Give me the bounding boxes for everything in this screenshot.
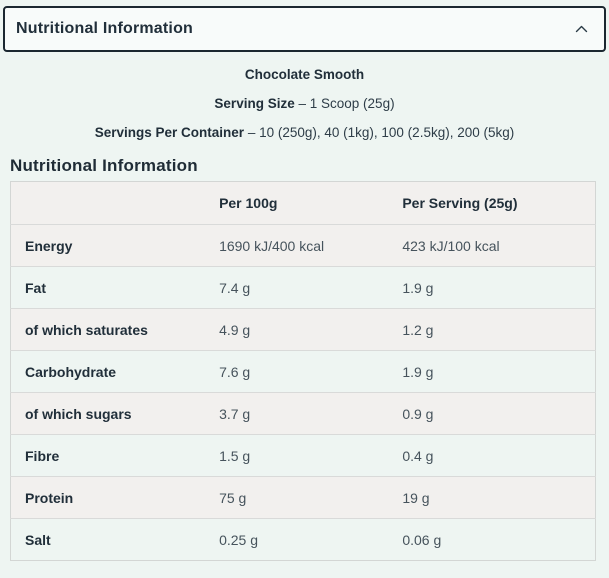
column-header-per-serving: Per Serving (25g) xyxy=(388,181,596,225)
row-label: Salt xyxy=(10,518,206,561)
table-row-sugars: of which sugars 3.7 g 0.9 g xyxy=(10,392,596,435)
servings-per-container-line: Servings Per Container – 10 (250g), 40 (… xyxy=(0,125,609,140)
table-row-salt: Salt 0.25 g 0.06 g xyxy=(10,518,596,561)
row-label: Protein xyxy=(10,476,206,519)
row-per-100g: 3.7 g xyxy=(205,392,389,435)
row-per-serving: 1.9 g xyxy=(388,266,596,309)
servings-per-container-separator: – xyxy=(247,125,256,140)
section-title: Nutritional Information xyxy=(10,156,198,175)
row-per-100g: 75 g xyxy=(205,476,389,519)
row-per-100g: 7.6 g xyxy=(205,350,389,393)
chevron-up-icon xyxy=(575,25,588,33)
table-row-energy: Energy 1690 kJ/400 kcal 423 kJ/100 kcal xyxy=(10,224,596,267)
column-header-empty xyxy=(10,181,206,225)
servings-per-container-label: Servings Per Container xyxy=(94,125,245,140)
serving-size-line: Serving Size – 1 Scoop (25g) xyxy=(0,96,609,111)
row-per-100g: 7.4 g xyxy=(205,266,389,309)
row-label: Carbohydrate xyxy=(10,350,206,393)
row-per-serving: 0.4 g xyxy=(388,434,596,477)
row-label: Energy xyxy=(10,224,206,267)
accordion-title: Nutritional Information xyxy=(16,20,194,37)
servings-per-container-value: 10 (250g), 40 (1kg), 100 (2.5kg), 200 (5… xyxy=(259,125,515,140)
row-label: Fat xyxy=(10,266,206,309)
nutrition-table: Per 100g Per Serving (25g) Energy 1690 k… xyxy=(10,181,596,561)
flavour-name: Chocolate Smooth xyxy=(244,67,365,82)
row-per-serving: 423 kJ/100 kcal xyxy=(388,224,596,267)
column-header-per-100g: Per 100g xyxy=(205,181,389,225)
table-row-fat: Fat 7.4 g 1.9 g xyxy=(10,266,596,309)
table-row-protein: Protein 75 g 19 g xyxy=(10,476,596,519)
row-label: of which saturates xyxy=(10,308,206,351)
row-per-serving: 0.06 g xyxy=(388,518,596,561)
nutrition-panel: Nutritional Information Chocolate Smooth… xyxy=(0,6,609,561)
serving-size-separator: – xyxy=(298,96,306,111)
row-label: Fibre xyxy=(10,434,206,477)
row-per-100g: 1690 kJ/400 kcal xyxy=(205,224,389,267)
row-per-serving: 1.9 g xyxy=(388,350,596,393)
accordion-header-nutritional-information[interactable]: Nutritional Information xyxy=(3,6,606,52)
row-per-100g: 1.5 g xyxy=(205,434,389,477)
row-per-100g: 4.9 g xyxy=(205,308,389,351)
row-per-serving: 0.9 g xyxy=(388,392,596,435)
row-per-serving: 19 g xyxy=(388,476,596,519)
row-label: of which sugars xyxy=(10,392,206,435)
table-row-carbohydrate: Carbohydrate 7.6 g 1.9 g xyxy=(10,350,596,393)
row-per-100g: 0.25 g xyxy=(205,518,389,561)
serving-size-label: Serving Size xyxy=(214,96,295,111)
serving-size-value: 1 Scoop (25g) xyxy=(309,96,395,111)
table-row-fibre: Fibre 1.5 g 0.4 g xyxy=(10,434,596,477)
table-header-row: Per 100g Per Serving (25g) xyxy=(10,181,596,225)
row-per-serving: 1.2 g xyxy=(388,308,596,351)
table-row-saturates: of which saturates 4.9 g 1.2 g xyxy=(10,308,596,351)
